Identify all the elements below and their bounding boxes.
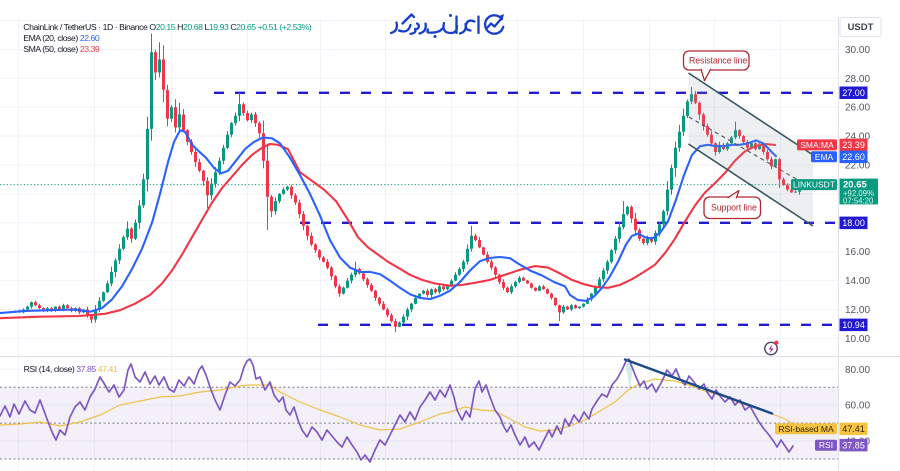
svg-text:24.00: 24.00 (845, 132, 870, 143)
svg-text:EMA (20, close) 22.60: EMA (20, close) 22.60 (23, 33, 100, 43)
svg-text:16.00: 16.00 (845, 247, 870, 258)
svg-text:LINKUSDT: LINKUSDT (793, 180, 835, 190)
svg-text:RSI-based MA: RSI-based MA (778, 424, 834, 434)
svg-text:07:54:20: 07:54:20 (843, 196, 874, 205)
svg-text:30.00: 30.00 (845, 45, 870, 56)
svg-text:Support line: Support line (711, 203, 757, 213)
svg-text:28.00: 28.00 (845, 74, 870, 85)
svg-text:SMA (50, close) 23.39: SMA (50, close) 23.39 (23, 44, 100, 54)
svg-text:27.00: 27.00 (842, 88, 865, 98)
svg-text:20.65: 20.65 (843, 180, 867, 191)
svg-text:60.00: 60.00 (845, 401, 870, 412)
svg-text:10.00: 10.00 (845, 334, 870, 345)
svg-text:RSI (14, close) 37.85 47.41: RSI (14, close) 37.85 47.41 (24, 364, 118, 374)
svg-text:Resistance line: Resistance line (689, 56, 747, 66)
svg-text:RSI: RSI (819, 440, 833, 450)
svg-text:+92.09%: +92.09% (843, 189, 874, 198)
svg-text:37.85: 37.85 (842, 440, 865, 450)
svg-text:14.00: 14.00 (845, 276, 870, 287)
svg-text:22.00: 22.00 (845, 161, 870, 172)
svg-text:ChainLink / TetherUS · 1D · Bi: ChainLink / TetherUS · 1D · Binance O20.… (23, 22, 311, 32)
svg-text:12.00: 12.00 (845, 305, 870, 316)
svg-text:18.00: 18.00 (842, 218, 865, 228)
svg-text:23.39: 23.39 (842, 140, 865, 150)
svg-text:USDT: USDT (848, 22, 874, 33)
svg-text:26.00: 26.00 (845, 103, 870, 114)
svg-text:47.41: 47.41 (842, 424, 865, 434)
svg-text:22.60: 22.60 (842, 152, 865, 162)
svg-text:10.94: 10.94 (842, 320, 865, 330)
svg-text:EMA: EMA (815, 152, 834, 162)
svg-text:SMA:MA: SMA:MA (800, 140, 834, 150)
svg-text:80.00: 80.00 (845, 365, 870, 376)
